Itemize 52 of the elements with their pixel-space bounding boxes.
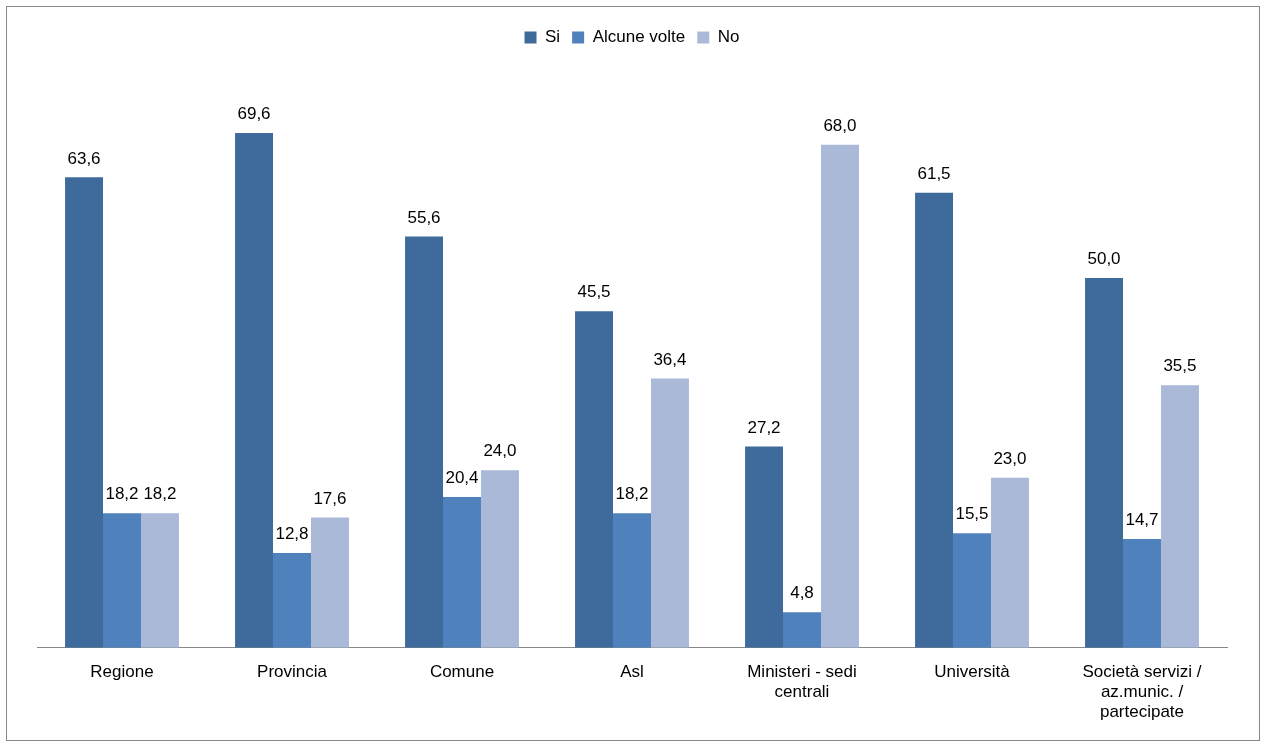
bar [1085,277,1124,648]
data-label: 4,8 [790,583,814,603]
data-label: 68,0 [823,115,857,135]
x-tick-label: Regione [90,661,154,681]
data-label: 55,6 [407,207,441,227]
x-tick-label: Comune [429,661,495,681]
x-tick-label: Ministeri - sedi centrali [747,661,857,702]
data-label: 23,0 [993,448,1027,468]
bar [480,470,519,648]
data-label: 61,5 [917,164,951,184]
data-label: 12,8 [275,524,309,544]
bar [310,517,349,648]
data-label: 24,0 [483,441,517,461]
bar [745,446,784,648]
bar [405,236,444,648]
bar [820,144,859,648]
bar [990,477,1029,648]
data-label: 27,2 [747,417,781,437]
data-label: 14,7 [1125,510,1159,530]
bar [1160,385,1199,648]
data-label: 18,2 [615,484,649,504]
data-label: 18,2 [105,484,139,504]
x-tick-label: Provincia [257,661,328,681]
bar [783,612,821,648]
data-label: 63,6 [67,148,101,168]
bar [443,496,481,648]
bar [273,553,311,648]
bar [1123,539,1161,648]
data-label: 69,6 [237,104,271,124]
legend-label: No [717,27,740,47]
bar [650,378,689,648]
data-label: 18,2 [143,484,177,504]
bar [65,177,104,648]
bar [575,311,614,648]
bar [140,513,179,648]
data-label: 36,4 [653,349,687,369]
bar [235,132,274,648]
legend-label: Si [545,27,561,47]
bar [953,533,991,648]
data-label: 15,5 [955,504,989,524]
x-tick-label: Società servizi / az.munic. / partecipate [1082,661,1202,722]
data-label: 50,0 [1087,249,1121,269]
bar [613,513,651,648]
data-label: 20,4 [445,468,479,488]
data-label: 45,5 [577,282,611,302]
data-label: 35,5 [1163,356,1197,376]
legend-label: Alcune volte [592,27,686,47]
bar [103,513,141,648]
x-tick-label: Università [934,661,1011,681]
bar [915,192,954,648]
x-tick-label: Asl [620,661,644,681]
data-label: 17,6 [313,488,347,508]
